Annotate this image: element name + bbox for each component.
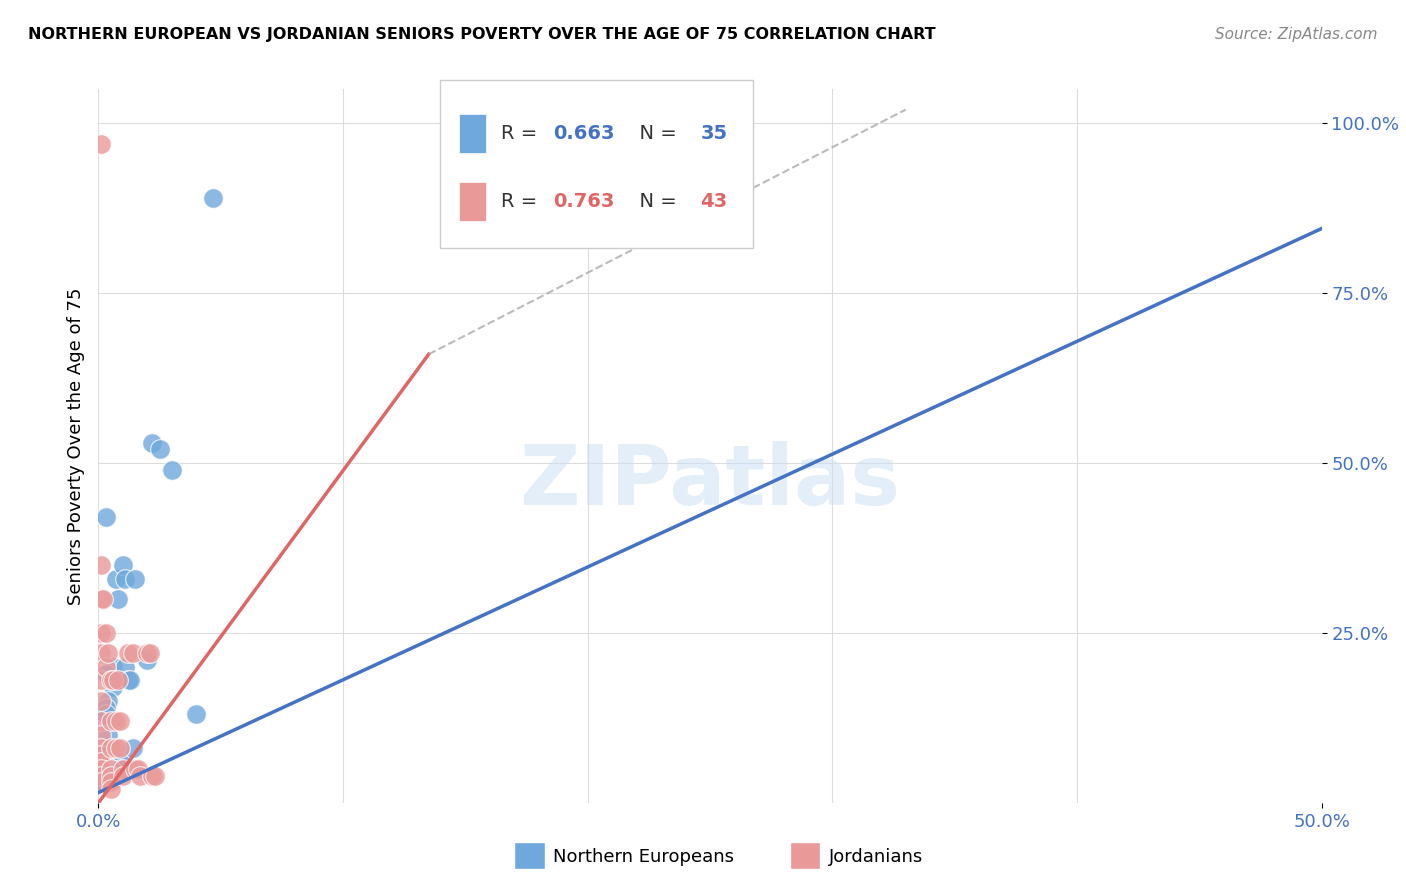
- FancyBboxPatch shape: [440, 80, 752, 248]
- FancyBboxPatch shape: [515, 842, 546, 869]
- Point: [136, 653, 159, 667]
- FancyBboxPatch shape: [460, 114, 486, 153]
- Point: [101, 660, 124, 674]
- Point: [100, 762, 122, 776]
- Point: [90, 694, 112, 708]
- Point: [121, 741, 143, 756]
- Point: [90, 755, 112, 769]
- Point: [90, 741, 112, 756]
- Point: [141, 435, 163, 450]
- Point: [114, 660, 136, 674]
- Text: ZIPatlas: ZIPatlas: [520, 442, 900, 522]
- Point: [110, 741, 132, 756]
- Point: [90, 775, 112, 789]
- Point: [90, 775, 112, 789]
- Point: [111, 769, 134, 783]
- Point: [117, 673, 139, 688]
- Point: [114, 572, 136, 586]
- Point: [100, 769, 122, 783]
- Point: [149, 442, 172, 457]
- Text: R =: R =: [501, 192, 543, 211]
- Point: [90, 626, 112, 640]
- Point: [91, 755, 114, 769]
- Point: [94, 626, 117, 640]
- Point: [100, 673, 122, 688]
- Point: [160, 463, 183, 477]
- Point: [124, 762, 146, 776]
- Text: Jordanians: Jordanians: [828, 848, 922, 866]
- Point: [97, 728, 120, 742]
- Text: N =: N =: [627, 192, 683, 211]
- Point: [202, 191, 225, 205]
- Point: [90, 775, 112, 789]
- Point: [90, 558, 112, 572]
- Point: [91, 591, 114, 606]
- Point: [97, 646, 120, 660]
- Point: [100, 741, 122, 756]
- Point: [90, 646, 112, 660]
- Point: [186, 707, 208, 722]
- Point: [100, 714, 122, 729]
- Point: [100, 714, 122, 729]
- Point: [101, 680, 124, 694]
- Point: [90, 673, 112, 688]
- Text: Source: ZipAtlas.com: Source: ZipAtlas.com: [1215, 27, 1378, 42]
- Point: [91, 748, 114, 763]
- Point: [90, 769, 112, 783]
- Point: [104, 572, 127, 586]
- Point: [110, 762, 132, 776]
- Text: 43: 43: [700, 192, 727, 211]
- Text: N =: N =: [627, 124, 683, 144]
- Text: NORTHERN EUROPEAN VS JORDANIAN SENIORS POVERTY OVER THE AGE OF 75 CORRELATION CH: NORTHERN EUROPEAN VS JORDANIAN SENIORS P…: [28, 27, 936, 42]
- Point: [107, 591, 129, 606]
- FancyBboxPatch shape: [790, 842, 820, 869]
- Point: [143, 769, 166, 783]
- Point: [111, 755, 134, 769]
- Point: [104, 714, 127, 729]
- Text: 0.763: 0.763: [554, 192, 614, 211]
- Point: [117, 646, 139, 660]
- Point: [101, 673, 124, 688]
- Point: [94, 510, 117, 524]
- Point: [90, 591, 112, 606]
- Point: [104, 741, 127, 756]
- Point: [127, 762, 149, 776]
- Point: [111, 762, 134, 776]
- Point: [141, 769, 163, 783]
- Point: [90, 762, 112, 776]
- Point: [91, 769, 114, 783]
- FancyBboxPatch shape: [460, 182, 486, 221]
- Point: [136, 646, 159, 660]
- Point: [120, 673, 142, 688]
- Text: R =: R =: [501, 124, 543, 144]
- Point: [124, 572, 146, 586]
- Point: [94, 707, 117, 722]
- Text: 0.663: 0.663: [554, 124, 614, 144]
- Point: [94, 660, 117, 674]
- Point: [90, 714, 112, 729]
- Point: [121, 646, 143, 660]
- Point: [100, 782, 122, 797]
- Point: [100, 775, 122, 789]
- Point: [104, 673, 127, 688]
- Point: [107, 673, 129, 688]
- Point: [107, 748, 129, 763]
- Point: [90, 748, 112, 763]
- Text: 35: 35: [700, 124, 727, 144]
- Point: [110, 714, 132, 729]
- Point: [129, 769, 152, 783]
- Point: [111, 558, 134, 572]
- Text: Northern Europeans: Northern Europeans: [554, 848, 734, 866]
- Point: [90, 136, 112, 151]
- Y-axis label: Seniors Poverty Over the Age of 75: Seniors Poverty Over the Age of 75: [66, 287, 84, 605]
- Point: [139, 646, 162, 660]
- Point: [97, 694, 120, 708]
- Point: [90, 728, 112, 742]
- Point: [91, 769, 114, 783]
- Point: [94, 666, 117, 681]
- Point: [100, 673, 122, 688]
- Point: [94, 700, 117, 714]
